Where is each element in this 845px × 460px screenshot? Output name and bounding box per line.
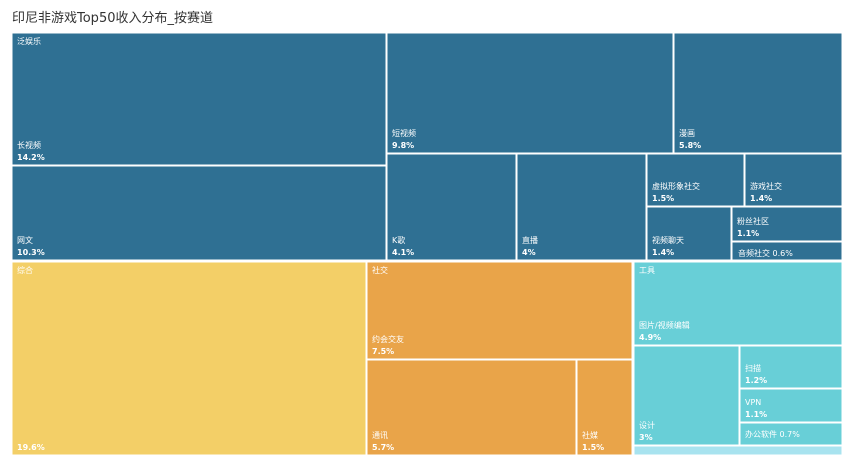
treemap-cell-VPN[interactable] xyxy=(739,388,843,423)
cell-name-直播: 直播 xyxy=(522,235,538,245)
cell-value-粉丝社区: 1.1% xyxy=(737,229,759,238)
cell-name-约会交友: 约会交友 xyxy=(372,334,404,344)
cell-value-长视频: 14.2% xyxy=(17,153,45,162)
cell-name-长视频: 长视频 xyxy=(17,140,41,150)
cell-value-网文: 10.3% xyxy=(17,248,45,257)
treemap-cell-网文[interactable] xyxy=(11,165,387,261)
cell-name-短视频: 短视频 xyxy=(392,128,416,138)
treemap-cell-设计[interactable] xyxy=(633,345,740,446)
treemap-cell-直播[interactable] xyxy=(516,153,647,261)
treemap-cell-音频社交[interactable] xyxy=(731,241,843,261)
cell-value-视频聊天: 1.4% xyxy=(652,248,674,257)
group-label-综合: 综合 xyxy=(17,265,33,275)
cell-value-漫画: 5.8% xyxy=(679,141,701,150)
group-label-社交: 社交 xyxy=(372,265,388,275)
treemap-cell-虚拟形象社交[interactable] xyxy=(646,153,745,207)
group-label-工具: 工具 xyxy=(639,266,655,275)
cell-value-短视频: 9.8% xyxy=(392,141,414,150)
treemap-cell-长视频[interactable] xyxy=(11,32,387,166)
treemap-cell-扫描[interactable] xyxy=(739,345,843,389)
treemap-cell-短视频[interactable] xyxy=(386,32,674,154)
cell-value-VPN: 1.1% xyxy=(745,410,767,419)
treemap-cell-视频聊天[interactable] xyxy=(646,206,732,261)
treemap-cell-综合-0[interactable] xyxy=(11,261,367,456)
cell-name-粉丝社区: 粉丝社区 xyxy=(737,216,769,226)
treemap-cell-图片/视频编辑[interactable] xyxy=(633,261,843,346)
group-label-泛娱乐: 泛娱乐 xyxy=(17,36,41,46)
cell-value-通讯: 5.7% xyxy=(372,443,394,452)
cell-name-通讯: 通讯 xyxy=(372,430,388,440)
cell-label-办公软件: 办公软件 0.7% xyxy=(745,429,800,439)
treemap-cell-漫画[interactable] xyxy=(673,32,843,154)
cell-name-漫画: 漫画 xyxy=(679,128,695,138)
treemap-cell-通讯[interactable] xyxy=(366,359,577,456)
cell-label-音频社交: 音频社交 0.6% xyxy=(738,248,793,258)
cell-value-K歌: 4.1% xyxy=(392,248,414,257)
treemap-cell-工具-5[interactable] xyxy=(633,445,843,456)
cell-name-虚拟形象社交: 虚拟形象社交 xyxy=(652,181,700,191)
cell-value-综合-0: 19.6% xyxy=(17,443,45,452)
treemap-cell-社媒[interactable] xyxy=(576,359,633,456)
cell-name-图片/视频编辑: 图片/视频编辑 xyxy=(639,320,690,330)
cell-value-游戏社交: 1.4% xyxy=(750,194,772,203)
treemap-cell-游戏社交[interactable] xyxy=(744,153,843,207)
cell-name-社媒: 社媒 xyxy=(582,430,598,440)
cell-value-社媒: 1.5% xyxy=(582,443,604,452)
cell-name-K歌: K歌 xyxy=(392,235,405,245)
treemap-cell-K歌[interactable] xyxy=(386,153,517,261)
cell-name-设计: 设计 xyxy=(639,420,655,430)
cell-value-设计: 3% xyxy=(639,433,653,442)
cell-value-约会交友: 7.5% xyxy=(372,347,394,356)
cell-name-VPN: VPN xyxy=(745,398,761,407)
cell-name-视频聊天: 视频聊天 xyxy=(652,235,684,245)
cell-value-直播: 4% xyxy=(522,248,536,257)
cell-value-扫描: 1.2% xyxy=(745,376,767,385)
cell-value-虚拟形象社交: 1.5% xyxy=(652,194,674,203)
cell-value-图片/视频编辑: 4.9% xyxy=(639,333,661,342)
treemap-cell-约会交友[interactable] xyxy=(366,261,633,360)
cell-name-网文: 网文 xyxy=(17,235,33,245)
treemap-cell-粉丝社区[interactable] xyxy=(731,206,843,242)
treemap-cell-办公软件[interactable] xyxy=(739,422,843,446)
cell-name-游戏社交: 游戏社交 xyxy=(750,181,782,191)
chart-title: 印尼非游戏Top50收入分布_按赛道 xyxy=(12,11,213,26)
cell-name-扫描: 扫描 xyxy=(745,363,761,373)
